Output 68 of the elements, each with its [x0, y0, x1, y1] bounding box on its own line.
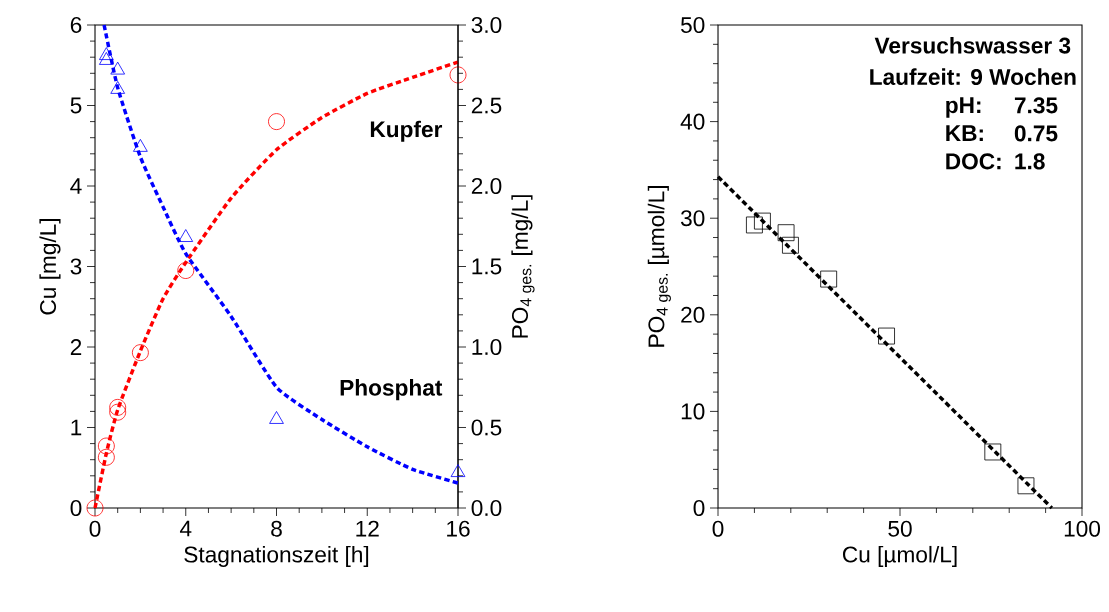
y-tick-label: 50 — [680, 16, 705, 34]
point — [133, 138, 148, 152]
point — [99, 52, 114, 65]
y-axis-title: Cu [mg/L] — [39, 219, 61, 315]
y2-tick-label: 1.5 — [472, 258, 502, 275]
y-tick-label: 10 — [681, 403, 705, 420]
point — [820, 270, 838, 288]
annotation: KB: — [946, 125, 983, 141]
y2-tick-label: 2.5 — [471, 97, 502, 114]
y2-tick-label: 1.0 — [472, 338, 502, 356]
point — [754, 212, 771, 230]
x-tick-label: 50 — [888, 520, 912, 537]
y2-tick-label: 2.0 — [471, 177, 502, 195]
y-axis-title: PO$_{4 ges.}$ [µmol/L] — [647, 186, 671, 347]
x-tick-label: 16 — [447, 520, 470, 537]
point — [97, 448, 115, 466]
x-tick-label: 12 — [356, 520, 379, 537]
annotation: Laufzeit: 9 Wochen — [870, 68, 1076, 86]
point — [878, 327, 895, 345]
annotation: 0.75 — [1014, 125, 1058, 142]
annotation: Kupfer — [370, 120, 443, 142]
point — [984, 443, 1002, 461]
point — [97, 437, 115, 455]
point — [86, 499, 104, 517]
annotation: 7.35 — [1014, 97, 1058, 114]
point — [777, 224, 795, 242]
annotation: DOC: — [946, 153, 1001, 170]
point — [449, 66, 467, 84]
x-tick-label: 0 — [712, 520, 724, 537]
y2-axis-title: PO$_{4 ges.}$ [mg/L] — [511, 195, 535, 338]
x-tick-label: 4 — [179, 520, 192, 537]
y-tick-label: 20 — [681, 306, 705, 323]
point — [109, 403, 127, 421]
point — [1017, 477, 1035, 495]
y2-tick-label: 0.5 — [471, 419, 502, 436]
annotation: Versuchswasser 3 — [874, 36, 1071, 54]
y2-tick-label: 0.0 — [471, 499, 502, 517]
point — [99, 47, 114, 60]
point — [131, 344, 149, 362]
y-tick-label: 4 — [70, 178, 82, 194]
y-tick-label: 40 — [680, 113, 705, 130]
annotation: Phosphat — [340, 379, 443, 401]
y-tick-label: 0 — [693, 499, 705, 517]
x-axis-title: Cu [µmol/L] — [842, 545, 957, 568]
point — [450, 464, 466, 477]
annotation: pH: — [946, 97, 981, 118]
x-tick-label: 100 — [1064, 520, 1101, 537]
y2-tick-label: 3.0 — [471, 16, 502, 34]
y-tick-label: 3 — [70, 258, 82, 275]
y-tick-label: 30 — [680, 210, 705, 227]
point — [110, 61, 126, 75]
y-tick-label: 1 — [71, 419, 82, 436]
annotation: 1.8 — [1015, 153, 1045, 170]
x-tick-label: 0 — [89, 520, 101, 537]
y-tick-label: 0 — [70, 499, 82, 517]
point — [782, 236, 799, 254]
point — [177, 262, 195, 279]
point — [268, 113, 285, 130]
point — [109, 398, 127, 416]
point — [269, 411, 284, 424]
x-axis-title: Stagnationszeit [h] — [184, 545, 369, 568]
point — [178, 229, 194, 242]
point — [746, 216, 763, 234]
x-tick-label: 8 — [271, 520, 282, 537]
point — [110, 81, 126, 94]
y-tick-label: 6 — [70, 16, 82, 34]
y-tick-label: 5 — [70, 97, 82, 114]
y-tick-label: 2 — [70, 339, 82, 355]
